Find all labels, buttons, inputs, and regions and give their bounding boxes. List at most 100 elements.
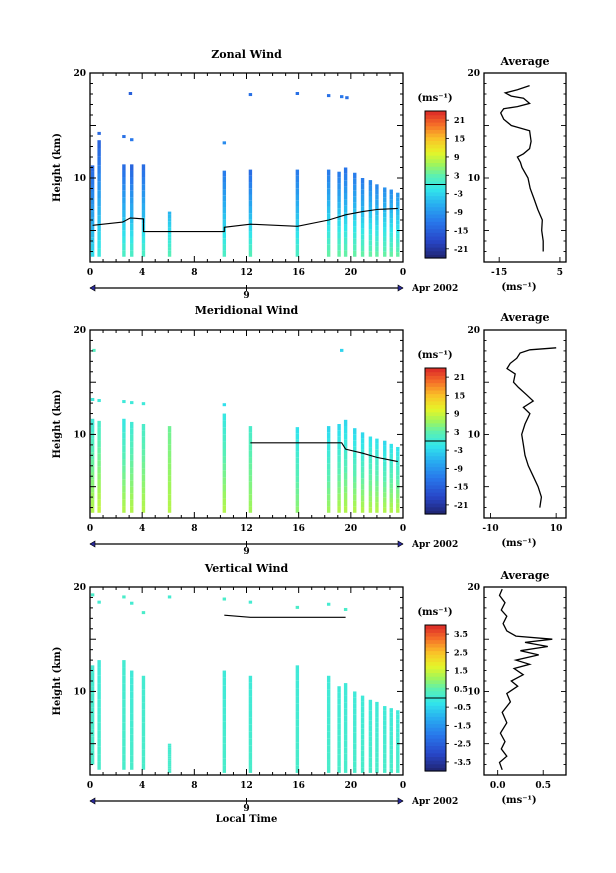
colorbar-cell	[425, 708, 446, 714]
column-cell	[389, 726, 393, 732]
column-cell	[343, 193, 348, 200]
column-cell	[167, 506, 172, 513]
column-cell	[222, 743, 227, 751]
column-cell	[343, 419, 348, 427]
column-cell	[343, 459, 348, 467]
column-cell	[383, 758, 387, 764]
column-cell	[248, 494, 253, 501]
column-cell	[222, 182, 227, 190]
column-cell	[167, 752, 172, 755]
column-cell	[360, 234, 365, 240]
data-fragment	[340, 95, 344, 99]
column-cell	[248, 717, 253, 725]
column-cell	[122, 667, 126, 676]
column-cell	[97, 738, 101, 747]
column-cell	[343, 466, 348, 473]
column-cell	[389, 763, 393, 769]
average-x-tick-label: -10	[482, 524, 498, 534]
column-cell	[396, 728, 400, 733]
column-cell	[122, 730, 126, 739]
column-cell	[141, 493, 146, 501]
column-cell	[396, 229, 400, 234]
column-cell	[130, 210, 134, 218]
column-cell	[368, 710, 373, 716]
column-cell	[326, 475, 331, 482]
column-cell	[141, 170, 146, 178]
colorbar-tick-label: 9	[454, 152, 460, 162]
column-cell	[295, 445, 300, 452]
column-cell	[326, 717, 331, 725]
data-fragment	[92, 348, 96, 352]
column-cell	[337, 462, 341, 469]
column-cell	[375, 496, 379, 503]
colorbar-tick-label: -3	[454, 445, 463, 455]
column-cell	[130, 713, 134, 721]
column-cell	[97, 420, 101, 428]
profile-column	[295, 169, 300, 257]
column-cell	[90, 432, 95, 439]
column-cell	[343, 433, 348, 440]
colorbar-cell	[425, 250, 446, 255]
column-cell	[360, 455, 365, 462]
column-cell	[383, 725, 387, 730]
column-cell	[130, 748, 134, 756]
column-cell	[375, 491, 379, 497]
profile-column	[222, 413, 227, 513]
column-cell	[389, 712, 393, 718]
column-cell	[97, 722, 101, 731]
column-cell	[375, 189, 379, 195]
column-cell	[360, 449, 365, 456]
profile-column	[141, 164, 146, 257]
column-cell	[222, 477, 227, 485]
column-cell	[248, 481, 253, 489]
column-cell	[383, 768, 387, 773]
column-cell	[343, 231, 348, 238]
colorbar-cell	[425, 719, 446, 725]
profile-column	[383, 706, 387, 773]
column-cell	[396, 732, 400, 738]
column-cell	[337, 171, 341, 178]
column-cell	[360, 443, 365, 450]
column-cell	[368, 240, 373, 246]
column-cell	[396, 238, 400, 244]
column-cell	[295, 703, 300, 712]
column-cell	[130, 190, 134, 198]
colorbar-unit-label: (ms⁻¹)	[417, 93, 452, 104]
colorbar-cell	[425, 448, 446, 453]
colorbar-cell	[425, 760, 446, 765]
column-cell	[389, 498, 393, 503]
column-cell	[122, 236, 126, 244]
x-tick-label: 20	[345, 268, 358, 278]
column-cell	[360, 701, 365, 707]
column-cell	[360, 239, 365, 246]
colorbar-cell	[425, 147, 446, 153]
profile-column	[396, 710, 400, 773]
column-cell	[141, 455, 146, 463]
column-cell	[360, 756, 365, 762]
column-cell	[383, 744, 387, 750]
column-cell	[90, 211, 95, 218]
column-cell	[337, 424, 341, 431]
column-cell	[326, 169, 331, 176]
y-axis-label: Height (km)	[52, 647, 63, 716]
column-cell	[389, 443, 393, 449]
column-cell	[368, 490, 373, 497]
profile-column	[97, 660, 101, 770]
column-cell	[90, 178, 95, 185]
colorbar-cell	[425, 386, 446, 391]
colorbar-cell	[425, 228, 446, 233]
colorbar-tick-label: 1.5	[454, 666, 468, 676]
column-cell	[360, 466, 365, 473]
column-cell	[295, 500, 300, 507]
column-cell	[383, 207, 387, 213]
column-cell	[222, 729, 227, 737]
column-cell	[396, 243, 400, 248]
column-cell	[97, 240, 101, 249]
column-cell	[222, 238, 227, 245]
average-frame	[483, 72, 567, 263]
column-cell	[97, 231, 101, 241]
column-cell	[343, 753, 348, 761]
column-cell	[396, 498, 400, 504]
column-cell	[248, 200, 253, 207]
colorbar-cell	[425, 698, 446, 703]
